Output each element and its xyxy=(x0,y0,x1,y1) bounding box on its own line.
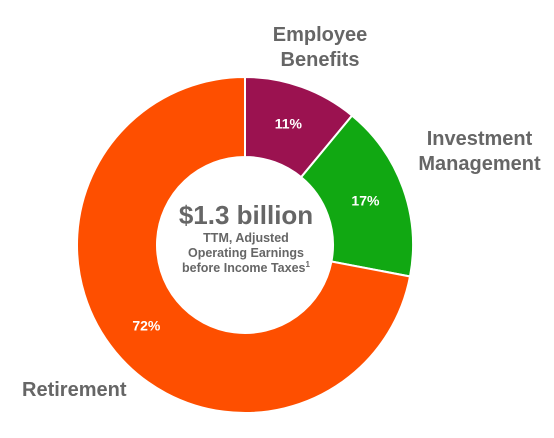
center-caption-line: TTM, Adjusted xyxy=(203,231,289,245)
center-caption-line: before Income Taxes1 xyxy=(160,259,332,276)
slice-percent-1: 17% xyxy=(351,192,380,208)
slice-percent-2: 72% xyxy=(132,317,161,333)
slice-label-line: Employee xyxy=(272,24,368,46)
donut-center-text: $1.3 billion TTM, Adjusted Operating Ear… xyxy=(160,200,332,276)
center-caption: TTM, Adjusted Operating Earnings before … xyxy=(160,231,332,276)
center-caption-text: before Income Taxes xyxy=(182,261,306,275)
donut-slice-2 xyxy=(76,75,412,414)
slice-label-line: Investment xyxy=(426,128,533,150)
slice-label-line: Benefits xyxy=(280,49,360,71)
slice-label-line: Management xyxy=(418,153,541,175)
slices-layer xyxy=(76,75,414,414)
center-value: $1.3 billion xyxy=(178,200,314,230)
slice-label-investment-management: Investment Management xyxy=(412,127,547,177)
slice-percent-0: 11% xyxy=(275,115,303,131)
center-caption-line: Operating Earnings xyxy=(188,246,304,260)
footnote-marker: 1 xyxy=(305,259,310,269)
percent-labels: 11% 17% 72% xyxy=(132,115,380,333)
slice-label-retirement: Retirement xyxy=(22,378,126,403)
slice-label-employee-benefits: Employee Benefits xyxy=(255,23,385,73)
slice-label-line: Retirement xyxy=(22,379,127,401)
